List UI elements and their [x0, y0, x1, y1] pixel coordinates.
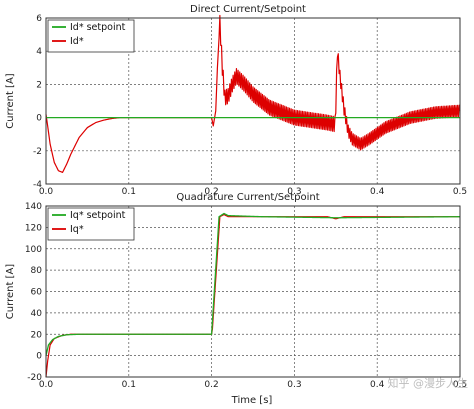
y-axis-label: Current [A]	[5, 264, 16, 319]
x-tick-label: 0.2	[204, 380, 218, 390]
y-axis-label: Current [A]	[5, 73, 16, 128]
y-tick-label: 60	[31, 288, 43, 298]
y-tick-label: 0	[36, 114, 42, 124]
y-tick-labels: -4 -2 0 2 4 6	[33, 14, 42, 190]
x-tick-label: 0.0	[39, 187, 54, 197]
x-tick-label: 0.0	[39, 380, 54, 390]
watermark: 知乎 @漫步人生	[388, 376, 469, 390]
y-tick-label: -4	[33, 180, 42, 190]
y-tick-label: -20	[27, 373, 42, 383]
y-tick-label: 120	[25, 223, 42, 233]
plot-frame	[45, 17, 461, 185]
y-tick-label: 0	[36, 352, 42, 362]
x-axis-label: Time [s]	[231, 395, 273, 406]
y-tick-label: 4	[36, 47, 42, 57]
y-tick-label: 80	[31, 266, 43, 276]
legend-entry: Id*	[70, 36, 84, 47]
legend-entry: Id* setpoint	[70, 22, 126, 33]
chart-title: Quadrature Current/Setpoint	[176, 192, 319, 203]
plot-frame	[45, 205, 461, 378]
x-tick-label: 0.2	[204, 187, 218, 197]
x-tick-label: 0.4	[370, 380, 385, 390]
quadrature-current-chart: Quadrature Current/Setpoint 0.0 0.1 0.2 0.3…	[5, 192, 467, 406]
x-tick-label: 0.5	[453, 380, 467, 390]
y-tick-label: 100	[25, 245, 42, 255]
chart-title: Direct Current/Setpoint	[190, 4, 306, 15]
legend-entry: Iq*	[70, 224, 84, 235]
x-tick-label: 0.1	[122, 187, 136, 197]
legend: Iq* setpoint Iq*	[47, 207, 135, 241]
y-tick-label: 40	[31, 309, 43, 319]
y-tick-label: 20	[31, 330, 43, 340]
x-tick-label: 0.1	[122, 380, 136, 390]
series-layer	[45, 14, 461, 173]
series-layer	[45, 212, 460, 378]
x-tick-label: 0.3	[287, 380, 301, 390]
x-tick-labels: 0.0 0.1 0.2 0.3 0.4 0.5	[39, 380, 467, 390]
y-tick-label: 2	[36, 80, 42, 90]
legend-box	[47, 19, 135, 53]
y-tick-labels: -20 0 20 40 60 80 100 120 140	[25, 202, 42, 383]
legend: Id* setpoint Id*	[47, 19, 135, 53]
legend-entry: Iq* setpoint	[70, 210, 126, 221]
y-tick-label: 140	[25, 202, 42, 212]
x-tick-label: 0.3	[287, 187, 301, 197]
y-tick-label: -2	[33, 147, 42, 157]
x-tick-label: 0.5	[453, 187, 467, 197]
series-line	[45, 212, 460, 356]
x-tick-labels: 0.0 0.1 0.2 0.3 0.4 0.5	[39, 187, 467, 197]
y-tick-label: 6	[36, 14, 42, 24]
legend-box	[47, 207, 135, 241]
direct-current-chart: Direct Current/Setpoint 0.0 0.1 0.2 0.3 0.4 0…	[5, 4, 467, 197]
x-tick-label: 0.4	[370, 187, 385, 197]
